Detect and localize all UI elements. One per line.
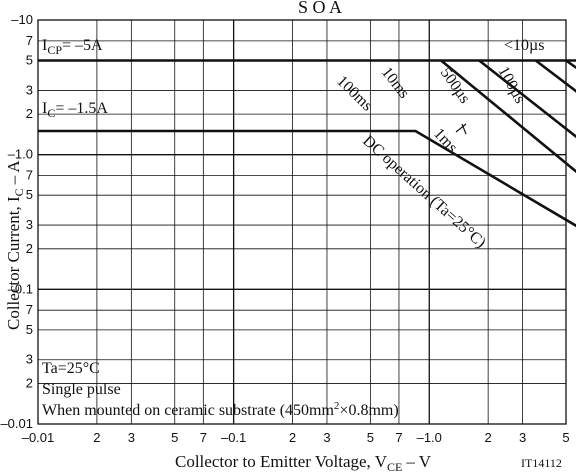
y-tick-label: 3: [26, 82, 33, 97]
y-tick-label: 7: [26, 33, 33, 48]
x-tick-label: –1.0: [417, 430, 442, 445]
y-tick-label: 5: [26, 53, 33, 68]
series-line-100ms: [440, 59, 576, 174]
label-1ms: 1ms: [430, 125, 461, 156]
grid: [37, 19, 567, 425]
ic-annotation: IC= –1.5A: [42, 100, 108, 120]
x-tick-label: 3: [323, 430, 330, 445]
marker-line: [455, 123, 467, 133]
x-tick-label: 2: [485, 430, 492, 445]
x-tick-label: 5: [367, 430, 374, 445]
y-tick-label: –10: [11, 12, 33, 27]
x-tick-label: –0.1: [221, 430, 246, 445]
y-tick-label: 2: [26, 375, 33, 390]
x-tick-label: 7: [395, 430, 402, 445]
x-tick-label: 2: [289, 430, 296, 445]
x-tick-label: 2: [93, 430, 100, 445]
x-tick-label: 5: [171, 430, 178, 445]
y-tick-label: 2: [26, 106, 33, 121]
label-500us: 500µs: [437, 65, 474, 107]
series-line-dc-operation-ta-25-c-: [38, 129, 576, 228]
y-tick-label: 7: [26, 302, 33, 317]
y-tick-label: 5: [26, 187, 33, 202]
mounted-note: When mounted on ceramic substrate (450mm…: [42, 400, 399, 419]
figure-code: IT14112: [521, 456, 562, 470]
x-axis-title: Collector to Emitter Voltage, VCE – V: [175, 452, 432, 473]
x-tick-label: 3: [519, 430, 526, 445]
lt10us-annotation: <10µs: [504, 37, 544, 54]
pulse-note: Single pulse: [42, 381, 121, 398]
plot-frame: [37, 19, 567, 425]
x-tick-label: 7: [200, 430, 207, 445]
ta-note: Ta=25°C: [42, 360, 100, 377]
label-dc-operation: DC operation (Ta=25°C): [359, 132, 489, 251]
y-tick-label: 3: [26, 352, 33, 367]
tick-labels: –0.012357–0.12357–1.02357–10235–107532–1…: [0, 12, 569, 445]
y-tick-label: –0.1: [8, 281, 33, 296]
y-tick-label: –1.0: [8, 147, 33, 162]
label-10ms: 10ms: [378, 64, 413, 102]
x-tick-label: 3: [128, 430, 135, 445]
y-tick-label: 2: [26, 241, 33, 256]
label-100us: 100µs: [495, 64, 529, 107]
chart-title: S O A: [298, 0, 342, 17]
series-lines: [38, 59, 576, 228]
y-tick-label: 3: [26, 217, 33, 232]
series-line-10ms: [478, 59, 576, 139]
y-tick-label: –0.01: [0, 416, 33, 431]
y-tick-label: 5: [26, 322, 33, 337]
x-tick-label: –0.01: [22, 430, 55, 445]
y-axis-title: Collector Current, IC– A: [4, 160, 26, 330]
icp-annotation: ICP= –5A: [42, 37, 103, 57]
label-100ms: 100ms: [333, 73, 376, 115]
y-tick-label: 7: [26, 168, 33, 183]
x-tick-label: 5: [562, 430, 569, 445]
marker-line: [461, 123, 467, 135]
